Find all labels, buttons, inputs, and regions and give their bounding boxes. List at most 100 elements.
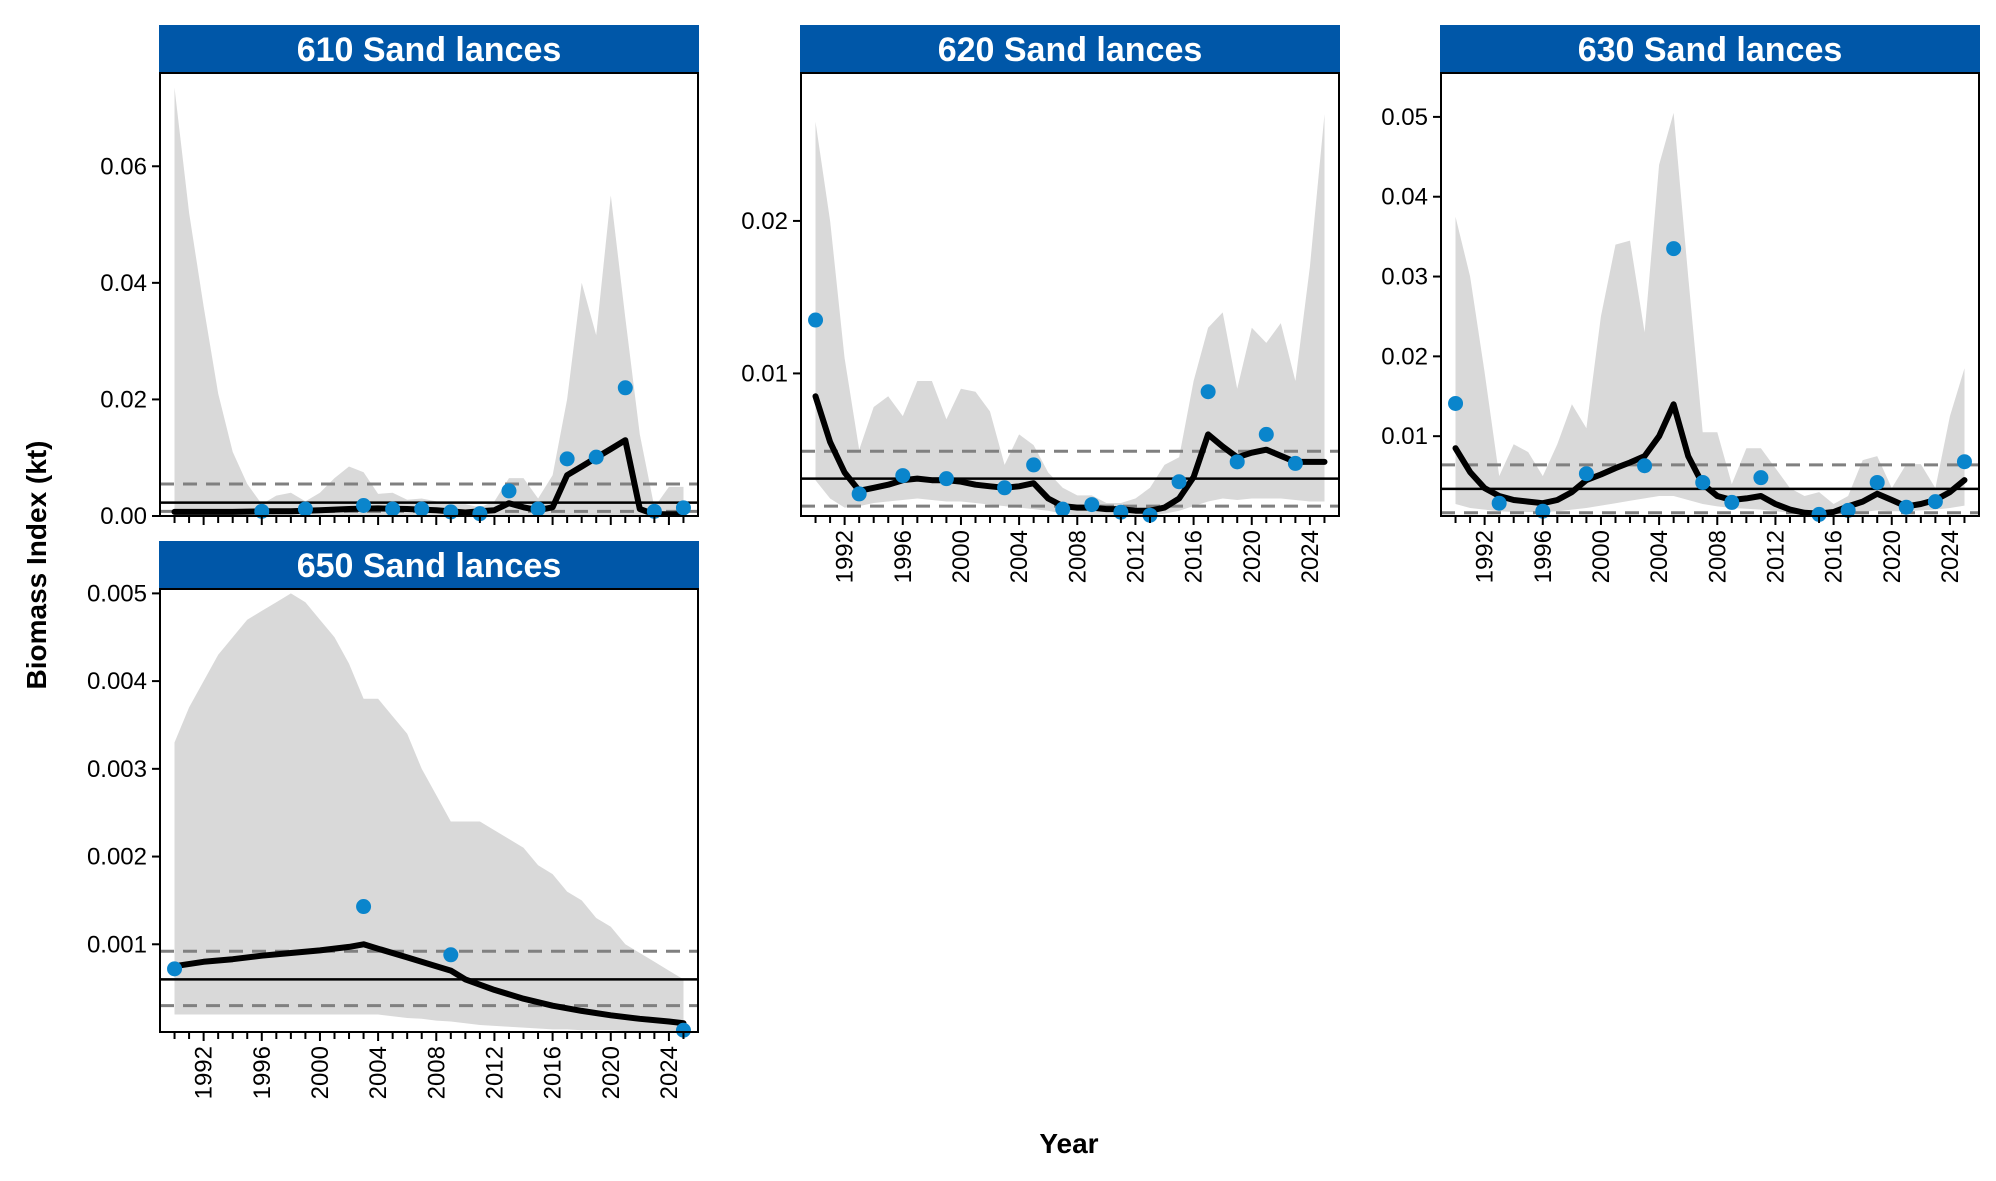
data-point xyxy=(1055,501,1071,517)
x-tick-label: 1996 xyxy=(1530,530,1557,583)
x-tick-label: 2024 xyxy=(1297,530,1324,583)
trend-line xyxy=(171,941,687,1027)
data-point xyxy=(1026,457,1042,473)
trend-line xyxy=(171,437,687,516)
data-point xyxy=(1578,466,1594,482)
confidence-ribbon xyxy=(1455,112,1965,514)
x-tick-label: 2016 xyxy=(540,1046,567,1099)
panel-strip xyxy=(159,25,699,73)
panels: 610 Sand lances 0.00 0.02 0.04 0.06 620 Sand … xyxy=(87,25,1980,1099)
panel-1: 610 Sand lances 0.00 0.02 0.04 0.06 xyxy=(100,25,699,530)
data-point xyxy=(1724,494,1740,510)
y-tick-label: 0.04 xyxy=(100,270,147,297)
data-point xyxy=(675,1022,691,1038)
data-point xyxy=(808,312,824,328)
panel-4: 650 Sand lances 0.001 0.002 0.003 0.004 0.005… xyxy=(87,541,699,1099)
data-point xyxy=(501,483,517,499)
data-point xyxy=(1200,384,1216,400)
data-point xyxy=(938,471,954,487)
y-tick-label: 0.02 xyxy=(1381,343,1428,370)
data-point xyxy=(617,380,633,396)
data-point xyxy=(1229,454,1245,470)
data-point xyxy=(559,451,575,467)
data-point xyxy=(1637,458,1653,474)
data-point xyxy=(1840,502,1856,518)
panel-strip xyxy=(1440,25,1980,73)
x-tick-label: 2004 xyxy=(365,1046,392,1099)
x-tick-label: 2008 xyxy=(1704,530,1731,583)
data-point xyxy=(472,506,488,522)
y-axis-title: Biomass Index (kt) xyxy=(21,441,52,690)
x-tick-label: 2012 xyxy=(1762,530,1789,583)
y-tick-label: 0.06 xyxy=(100,153,147,180)
data-point xyxy=(1535,503,1551,519)
panel-title: 620 Sand lances xyxy=(938,31,1203,69)
confidence-ribbon xyxy=(174,593,684,1032)
data-point xyxy=(1171,474,1187,490)
panel-2: 620 Sand lances 0.01 0.02 1992 1996 2000 2004 2… xyxy=(741,25,1340,583)
panel-strip xyxy=(800,25,1340,73)
panel-3: 630 Sand lances 0.01 0.02 0.03 0.04 0.05 1992 1… xyxy=(1381,25,1980,583)
x-tick-label: 2024 xyxy=(656,1046,683,1099)
x-tick-label: 2020 xyxy=(598,1046,625,1099)
panel-title: 650 Sand lances xyxy=(297,547,562,585)
y-tick-label: 0.00 xyxy=(100,503,147,530)
x-tick-label: 2012 xyxy=(1122,530,1149,583)
x-tick-label: 2024 xyxy=(1937,530,1964,583)
data-point xyxy=(443,947,459,963)
data-point xyxy=(895,468,911,484)
data-point xyxy=(851,486,867,502)
data-point xyxy=(1811,506,1827,522)
x-tick-label: 2004 xyxy=(1646,530,1673,583)
x-tick-label: 2008 xyxy=(423,1046,450,1099)
y-tick-label: 0.005 xyxy=(87,580,147,607)
x-tick-label: 2000 xyxy=(1588,530,1615,583)
x-tick-label: 1992 xyxy=(832,530,859,583)
data-point xyxy=(1287,455,1303,471)
y-tick-label: 0.02 xyxy=(100,386,147,413)
data-point xyxy=(997,480,1013,496)
data-point xyxy=(588,449,604,465)
trend-line xyxy=(1452,401,1968,516)
data-point xyxy=(1753,470,1769,486)
panel-border xyxy=(159,72,699,517)
y-tick-label: 0.05 xyxy=(1381,104,1428,131)
y-tick-label: 0.002 xyxy=(87,844,147,871)
data-point xyxy=(1666,241,1682,257)
x-tick-label: 2016 xyxy=(1821,530,1848,583)
x-tick-label: 1996 xyxy=(249,1046,276,1099)
panel-title: 610 Sand lances xyxy=(297,31,562,69)
x-tick-label: 2000 xyxy=(307,1046,334,1099)
data-point xyxy=(1084,497,1100,513)
y-tick-label: 0.004 xyxy=(87,668,147,695)
x-tick-label: 1996 xyxy=(890,530,917,583)
data-point xyxy=(530,501,546,517)
x-tick-label: 1992 xyxy=(1472,530,1499,583)
panel-border xyxy=(1440,72,1980,517)
data-point xyxy=(1448,395,1464,411)
data-point xyxy=(356,498,372,514)
data-point xyxy=(1956,454,1972,470)
data-point xyxy=(1695,474,1711,490)
panel-strip xyxy=(159,541,699,589)
x-tick-label: 2016 xyxy=(1181,530,1208,583)
x-tick-label: 2020 xyxy=(1239,530,1266,583)
data-point xyxy=(414,501,430,517)
y-tick-label: 0.01 xyxy=(741,360,788,387)
y-tick-label: 0.003 xyxy=(87,756,147,783)
panel-border xyxy=(800,72,1340,517)
data-point xyxy=(297,501,313,517)
panel-border xyxy=(159,588,699,1033)
plot-content xyxy=(1441,112,1979,516)
x-tick-label: 2012 xyxy=(481,1046,508,1099)
data-point xyxy=(356,899,372,915)
data-point xyxy=(1258,426,1274,442)
data-point xyxy=(1491,495,1507,511)
plot-content xyxy=(160,87,698,516)
data-point xyxy=(167,961,183,977)
data-point xyxy=(385,501,401,517)
x-tick-label: 2004 xyxy=(1006,530,1033,583)
data-point xyxy=(1898,499,1914,515)
y-tick-label: 0.04 xyxy=(1381,184,1428,211)
